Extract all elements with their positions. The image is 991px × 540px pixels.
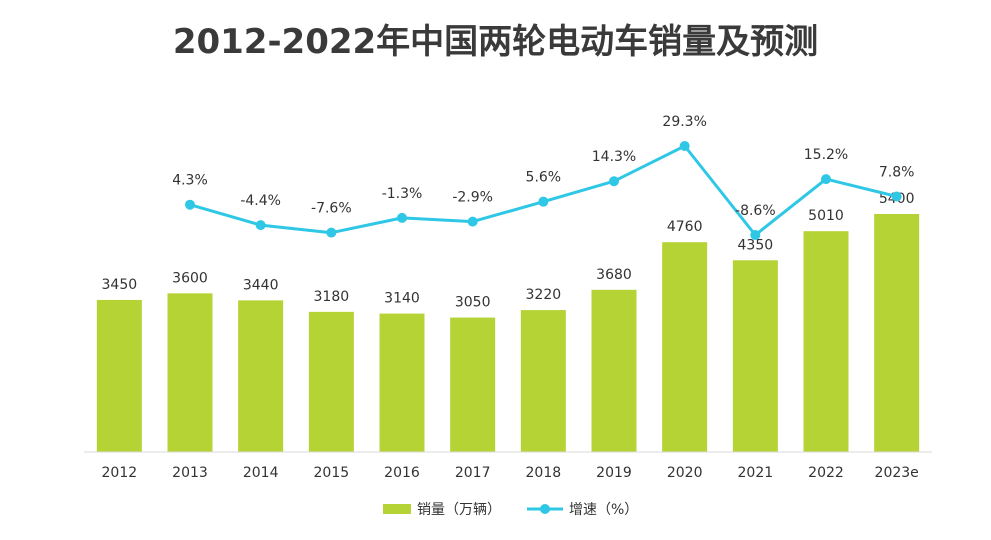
x-tick-2014: 2014 bbox=[243, 465, 279, 481]
x-tick-2020: 2020 bbox=[667, 465, 703, 481]
legend-line-label: 增速（%） bbox=[569, 502, 638, 518]
x-tick-2016: 2016 bbox=[384, 465, 420, 481]
growth-point-2018 bbox=[538, 196, 549, 207]
bar-2017 bbox=[450, 317, 496, 452]
bar-2013 bbox=[167, 293, 213, 452]
growth-label-2017: -2.9% bbox=[452, 190, 493, 206]
growth-point-2016 bbox=[397, 212, 407, 223]
growth-label-2015: -7.6% bbox=[311, 201, 352, 217]
growth-line bbox=[189, 144, 898, 237]
x-tick-2023e: 2023e bbox=[875, 465, 919, 481]
bar-label-2014: 3440 bbox=[243, 277, 279, 293]
growth-point-2023e bbox=[891, 191, 902, 202]
x-tick-2015: 2015 bbox=[314, 465, 350, 481]
bar-2018 bbox=[520, 310, 566, 452]
growth-label-2016: -1.3% bbox=[382, 186, 423, 202]
bar-label-2017: 3050 bbox=[455, 295, 491, 311]
growth-label-2023e: 7.8% bbox=[879, 164, 915, 180]
x-tick-2013: 2013 bbox=[172, 465, 208, 481]
x-tick-2012: 2012 bbox=[102, 465, 138, 481]
bars-layer: 3450 3600 3440 3180 3140 3050 3220 3680 4760 4350… bbox=[96, 191, 920, 452]
growth-label-2013: 4.3% bbox=[172, 173, 208, 189]
legend-bar-label: 销量（万辆） bbox=[417, 502, 501, 518]
x-tick-2017: 2017 bbox=[455, 465, 491, 481]
bar-label-2020: 4760 bbox=[667, 219, 703, 235]
growth-point-2014 bbox=[255, 220, 266, 231]
bar-label-2022: 5010 bbox=[808, 208, 844, 224]
bar-2019 bbox=[591, 289, 637, 452]
bar-label-2016: 3140 bbox=[384, 291, 420, 307]
bar-2012 bbox=[96, 299, 142, 452]
bar-2015 bbox=[308, 311, 354, 452]
bar-2021 bbox=[732, 260, 778, 452]
x-tick-2019: 2019 bbox=[596, 465, 632, 481]
line-layer: 4.3% -4.4% -7.6% -1.3% -2.9% 5.6% 14.3% 29.3% -8… bbox=[172, 114, 914, 240]
x-tick-2021: 2021 bbox=[738, 465, 774, 481]
bar-label-2015: 3180 bbox=[314, 289, 350, 305]
chart-title: 2012-2022年中国两轮电动车销量及预测 bbox=[172, 22, 819, 62]
bar-label-2012: 3450 bbox=[102, 277, 138, 293]
bar-2016 bbox=[379, 313, 425, 452]
growth-label-2020: 29.3% bbox=[662, 114, 706, 130]
legend-line-marker bbox=[540, 504, 550, 514]
bar-2020 bbox=[662, 242, 708, 452]
legend: 销量（万辆） 增速（%） bbox=[383, 502, 638, 518]
bar-2022 bbox=[803, 231, 849, 452]
bar-2014 bbox=[238, 300, 284, 452]
growth-point-2020 bbox=[679, 141, 690, 151]
growth-point-2022 bbox=[821, 174, 831, 185]
bar-label-2018: 3220 bbox=[526, 287, 562, 303]
bar-label-2019: 3680 bbox=[596, 267, 632, 283]
growth-label-2022: 15.2% bbox=[804, 147, 848, 163]
bar-label-2021: 4350 bbox=[738, 237, 774, 253]
x-tick-2022: 2022 bbox=[808, 465, 844, 481]
legend-bar-swatch bbox=[383, 504, 411, 514]
growth-point-2013 bbox=[185, 199, 195, 210]
growth-point-2017 bbox=[467, 216, 478, 227]
x-tick-layer: 2012 2013 2014 2015 2016 2017 2018 2019 2020 2021… bbox=[102, 465, 919, 481]
x-tick-2018: 2018 bbox=[526, 465, 562, 481]
growth-point-2021 bbox=[750, 230, 761, 240]
growth-point-2019 bbox=[609, 176, 619, 187]
growth-label-2018: 5.6% bbox=[526, 170, 562, 186]
growth-label-2014: -4.4% bbox=[240, 193, 281, 209]
bar-label-2013: 3600 bbox=[172, 270, 208, 286]
bar-2023e bbox=[874, 214, 920, 452]
growth-point-2015 bbox=[326, 227, 337, 238]
growth-label-2019: 14.3% bbox=[592, 149, 636, 165]
growth-label-2021: -8.6% bbox=[735, 203, 776, 219]
